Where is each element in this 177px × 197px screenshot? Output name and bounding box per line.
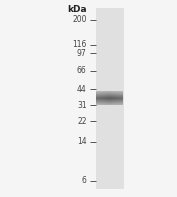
Text: kDa: kDa xyxy=(67,5,87,14)
Text: 14: 14 xyxy=(77,137,87,146)
Text: 6: 6 xyxy=(82,176,87,185)
Text: 31: 31 xyxy=(77,101,87,110)
Text: 22: 22 xyxy=(77,117,87,126)
Text: 200: 200 xyxy=(72,15,87,24)
Text: 116: 116 xyxy=(72,40,87,49)
Bar xyxy=(96,8,124,189)
Text: 44: 44 xyxy=(77,85,87,94)
Text: 97: 97 xyxy=(77,49,87,58)
Text: 66: 66 xyxy=(77,66,87,75)
